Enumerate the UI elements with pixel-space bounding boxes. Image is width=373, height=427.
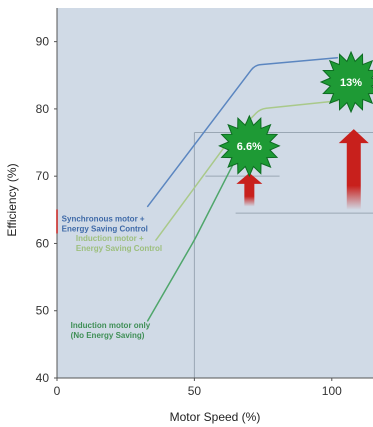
series-label-0-line-0: Synchronous motor + [62, 214, 145, 223]
y-tick-label: 50 [36, 304, 50, 318]
improvement-arrow-1 [338, 129, 369, 210]
x-tick-label: 100 [322, 384, 342, 398]
burst-label: 13% [340, 77, 362, 89]
burst-shape [319, 50, 373, 114]
burst-shape [218, 114, 281, 178]
series-label-2-line-0: Induction motor only [71, 321, 151, 330]
series-label-2-line-1: (No Energy Saving) [71, 331, 145, 340]
x-tick-label: 0 [54, 384, 61, 398]
y-tick-label: 60 [36, 236, 50, 250]
plot-area [57, 8, 373, 378]
x-tick-label: 50 [188, 384, 202, 398]
improvement-bursts: 6.6% 13% [218, 50, 373, 178]
improvement-burst-1: 13% [319, 50, 373, 114]
series-label-1-line-1: Energy Saving Control [76, 244, 162, 253]
y-tick-label: 40 [36, 371, 50, 385]
y-tick-label: 70 [36, 169, 50, 183]
y-axis-title: Efficiency (%) [5, 163, 19, 236]
series-labels: Synchronous motor +Energy Saving Control… [56, 209, 162, 340]
x-axis-title: Motor Speed (%) [170, 410, 261, 424]
series-label-1-line-0: Induction motor + [76, 234, 144, 243]
tick-labels: 40 50 60 70 80 90 0 50 100 [36, 35, 342, 398]
reference-lines [193, 131, 373, 378]
axes [56, 8, 373, 379]
improvement-burst-0: 6.6% [218, 114, 281, 178]
y-tick-label: 90 [36, 35, 50, 49]
burst-label: 6.6% [237, 141, 262, 153]
improvement-arrows [236, 129, 369, 210]
improvement-arrow-0 [236, 172, 263, 207]
series-line-0 [146, 57, 339, 208]
series-label-0-line-1: Energy Saving Control [62, 224, 148, 233]
y-tick-label: 80 [36, 102, 50, 116]
